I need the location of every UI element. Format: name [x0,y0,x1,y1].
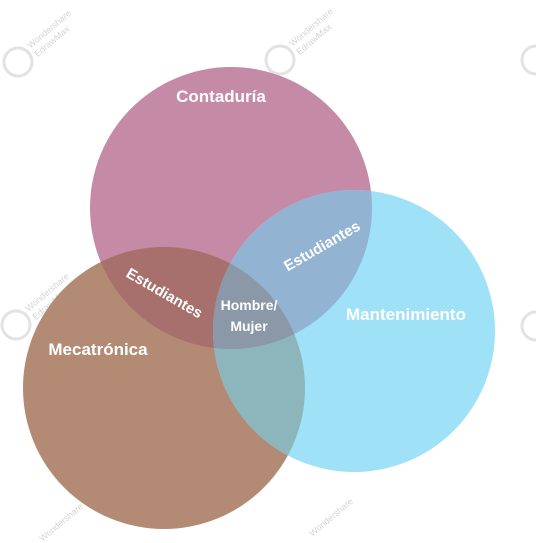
watermark-top-center: Wondershare EdrawMax [264,6,335,76]
edraw-logo-icon [520,44,536,76]
label-center-line1: Hombre/ [221,297,278,313]
watermark-bottom: Wondershare [307,496,355,538]
label-mantenimiento: Mantenimiento [346,305,466,324]
watermark-right-edge [520,44,536,76]
label-center-line2: Mujer [230,318,268,334]
edraw-logo-icon [2,46,34,78]
label-mecatronica: Mecatrónica [48,340,148,359]
edraw-logo-icon [0,309,32,341]
watermark-right-edge-lower [520,310,536,342]
watermark-bottom-left: Wondershare [37,501,85,543]
edraw-logo-icon [520,310,536,342]
watermark-line1: Wondershare [37,501,85,543]
watermark-line1: Wondershare [307,496,355,538]
watermark-top-left: Wondershare EdrawMax [2,8,73,78]
label-contaduria: Contaduría [176,87,266,106]
edraw-logo-icon [264,44,296,76]
